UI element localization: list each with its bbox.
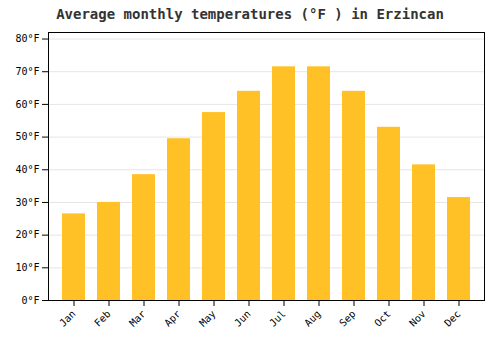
svg-text:Apr: Apr — [162, 308, 183, 329]
svg-text:Jul: Jul — [267, 308, 288, 329]
svg-text:Nov: Nov — [407, 308, 428, 329]
svg-text:70°F: 70°F — [15, 66, 39, 77]
svg-text:Aug: Aug — [302, 308, 323, 329]
svg-text:10°F: 10°F — [15, 262, 39, 273]
svg-text:Jun: Jun — [232, 308, 253, 329]
svg-text:60°F: 60°F — [15, 99, 39, 110]
svg-text:Dec: Dec — [442, 308, 463, 329]
svg-text:Jan: Jan — [57, 308, 78, 329]
svg-text:30°F: 30°F — [15, 197, 39, 208]
svg-text:Mar: Mar — [127, 308, 148, 329]
svg-text:20°F: 20°F — [15, 229, 39, 240]
svg-text:0°F: 0°F — [21, 295, 39, 306]
svg-text:40°F: 40°F — [15, 164, 39, 175]
svg-text:80°F: 80°F — [15, 33, 39, 44]
svg-text:50°F: 50°F — [15, 131, 39, 142]
svg-text:Feb: Feb — [92, 308, 113, 329]
html-text:Average monthly temperatures (: Average monthly temperatures (°F ) in Er… — [56, 6, 444, 22]
svg-text:May: May — [197, 308, 218, 329]
svg-text:Sep: Sep — [337, 308, 358, 329]
svg-text:Oct: Oct — [372, 308, 393, 329]
